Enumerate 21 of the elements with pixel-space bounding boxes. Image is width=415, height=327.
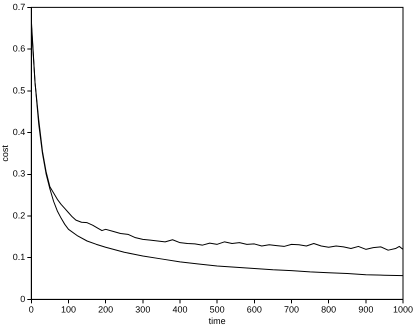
y-tick-label: 0.4 (12, 127, 26, 138)
x-tick-label: 200 (98, 304, 114, 314)
x-tick-label: 100 (60, 304, 76, 314)
x-tick-label: 400 (172, 304, 188, 314)
x-tick-label: 800 (321, 304, 336, 314)
x-tick-label: 0 (28, 304, 34, 314)
y-tick-label: 0.3 (12, 168, 26, 179)
y-axis-title: cost (0, 144, 10, 162)
x-tick-label: 900 (358, 304, 374, 314)
x-tick-label: 500 (210, 304, 225, 314)
y-tick-label: 0.6 (12, 44, 26, 54)
x-tick-label: 600 (246, 304, 262, 314)
y-tick-label: 0.1 (12, 252, 26, 262)
x-tick-label: 1000 (392, 304, 414, 314)
x-tick-label: 300 (135, 304, 150, 314)
y-tick-label: 0.5 (12, 85, 26, 96)
x-tick-label: 700 (284, 304, 300, 314)
y-tick-label: 0.2 (12, 210, 26, 220)
y-tick-label: 0.7 (12, 2, 26, 12)
y-tick-label: 0 (20, 294, 26, 304)
x-axis-title: time (208, 316, 226, 326)
